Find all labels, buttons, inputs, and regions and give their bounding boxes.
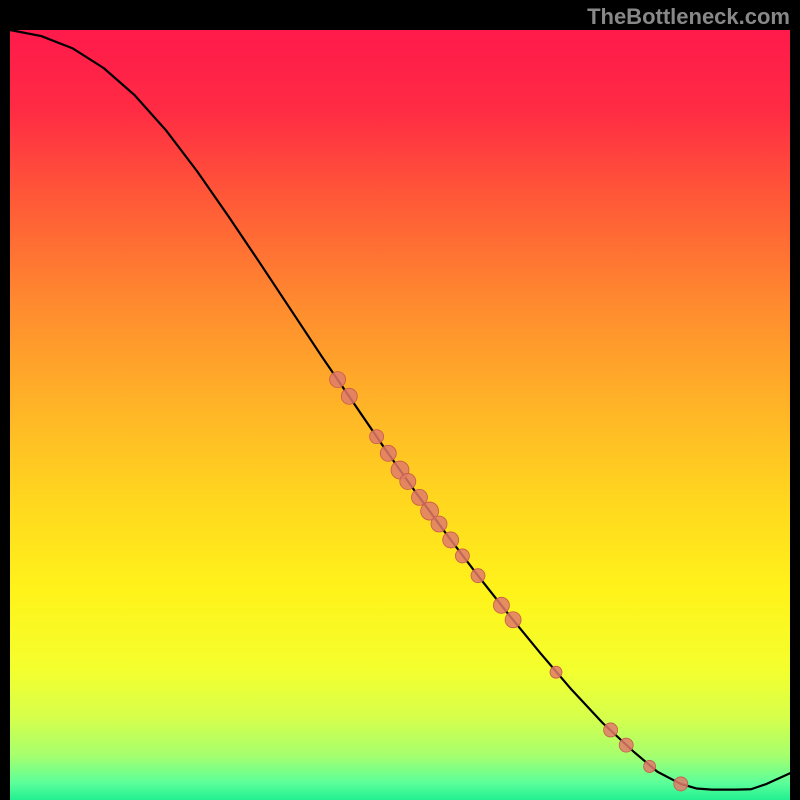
data-marker	[674, 777, 688, 791]
data-marker	[400, 473, 416, 489]
data-marker	[619, 738, 633, 752]
data-marker	[644, 760, 656, 772]
data-marker	[550, 666, 562, 678]
data-marker	[330, 372, 346, 388]
data-marker	[455, 549, 469, 563]
plot-area	[10, 30, 790, 790]
chart-frame: TheBottleneck.com	[0, 0, 800, 800]
data-markers	[330, 372, 688, 791]
data-marker	[431, 516, 447, 532]
data-marker	[443, 532, 459, 548]
data-marker	[604, 723, 618, 737]
data-marker	[471, 569, 485, 583]
data-marker	[341, 388, 357, 404]
data-marker	[370, 430, 384, 444]
bottleneck-curve	[10, 30, 790, 790]
curve-layer	[10, 30, 790, 790]
data-marker	[493, 597, 509, 613]
data-marker	[505, 612, 521, 628]
watermark-text: TheBottleneck.com	[587, 4, 790, 30]
data-marker	[380, 445, 396, 461]
